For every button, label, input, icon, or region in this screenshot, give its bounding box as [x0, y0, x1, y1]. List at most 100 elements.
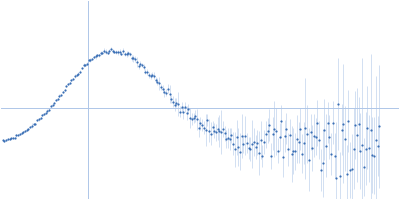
- Point: [44, 109, 51, 112]
- Point: [252, 145, 259, 148]
- Point: [288, 152, 295, 155]
- Point: [168, 98, 174, 101]
- Point: [125, 52, 132, 55]
- Point: [182, 106, 188, 109]
- Point: [86, 59, 92, 62]
- Point: [208, 132, 214, 135]
- Point: [194, 118, 200, 121]
- Point: [349, 167, 355, 170]
- Point: [299, 152, 305, 155]
- Point: [232, 148, 238, 151]
- Point: [63, 85, 70, 88]
- Point: [352, 123, 358, 127]
- Point: [3, 138, 9, 142]
- Point: [335, 103, 341, 106]
- Point: [302, 127, 309, 130]
- Point: [300, 141, 307, 145]
- Point: [282, 134, 288, 138]
- Point: [142, 70, 149, 73]
- Point: [271, 127, 278, 131]
- Point: [364, 126, 370, 129]
- Point: [309, 147, 316, 150]
- Point: [148, 74, 154, 78]
- Point: [321, 128, 328, 131]
- Point: [240, 142, 247, 145]
- Point: [276, 135, 283, 138]
- Point: [106, 49, 112, 52]
- Point: [127, 53, 133, 56]
- Point: [6, 138, 13, 141]
- Point: [376, 125, 382, 128]
- Point: [115, 51, 121, 54]
- Point: [27, 125, 34, 128]
- Point: [249, 142, 255, 145]
- Point: [34, 119, 40, 122]
- Point: [204, 118, 210, 122]
- Point: [350, 147, 357, 150]
- Point: [56, 94, 63, 97]
- Point: [74, 73, 80, 76]
- Point: [137, 62, 144, 65]
- Point: [287, 133, 293, 136]
- Point: [318, 169, 324, 172]
- Point: [22, 129, 28, 133]
- Point: [116, 50, 123, 54]
- Point: [246, 146, 252, 149]
- Point: [373, 139, 379, 142]
- Point: [228, 134, 235, 137]
- Point: [340, 122, 346, 125]
- Point: [123, 53, 130, 56]
- Point: [66, 81, 73, 85]
- Point: [49, 103, 56, 106]
- Point: [104, 51, 111, 55]
- Point: [20, 130, 26, 133]
- Point: [29, 124, 35, 127]
- Point: [270, 132, 276, 135]
- Point: [140, 66, 147, 69]
- Point: [199, 123, 206, 127]
- Point: [238, 134, 245, 138]
- Point: [42, 112, 49, 115]
- Point: [320, 161, 326, 165]
- Point: [173, 101, 180, 104]
- Point: [202, 128, 209, 132]
- Point: [328, 153, 334, 156]
- Point: [261, 141, 267, 144]
- Point: [41, 113, 47, 116]
- Point: [139, 63, 145, 66]
- Point: [196, 126, 202, 129]
- Point: [359, 144, 365, 147]
- Point: [226, 138, 233, 141]
- Point: [25, 128, 32, 131]
- Point: [206, 129, 212, 132]
- Point: [292, 150, 298, 153]
- Point: [70, 77, 76, 80]
- Point: [211, 129, 218, 132]
- Point: [13, 134, 20, 137]
- Point: [295, 141, 302, 144]
- Point: [256, 152, 262, 155]
- Point: [36, 118, 42, 121]
- Point: [135, 65, 142, 68]
- Point: [344, 172, 350, 176]
- Point: [275, 149, 281, 152]
- Point: [368, 129, 374, 132]
- Point: [113, 51, 120, 54]
- Point: [366, 147, 372, 150]
- Point: [283, 127, 290, 130]
- Point: [218, 130, 224, 134]
- Point: [160, 87, 166, 91]
- Point: [263, 133, 269, 136]
- Point: [223, 137, 230, 141]
- Point: [111, 50, 118, 53]
- Point: [209, 126, 216, 129]
- Point: [96, 54, 102, 57]
- Point: [1, 139, 8, 142]
- Point: [333, 176, 340, 179]
- Point: [244, 142, 250, 145]
- Point: [134, 60, 140, 64]
- Point: [0, 138, 6, 142]
- Point: [259, 155, 266, 158]
- Point: [247, 148, 254, 151]
- Point: [72, 74, 78, 78]
